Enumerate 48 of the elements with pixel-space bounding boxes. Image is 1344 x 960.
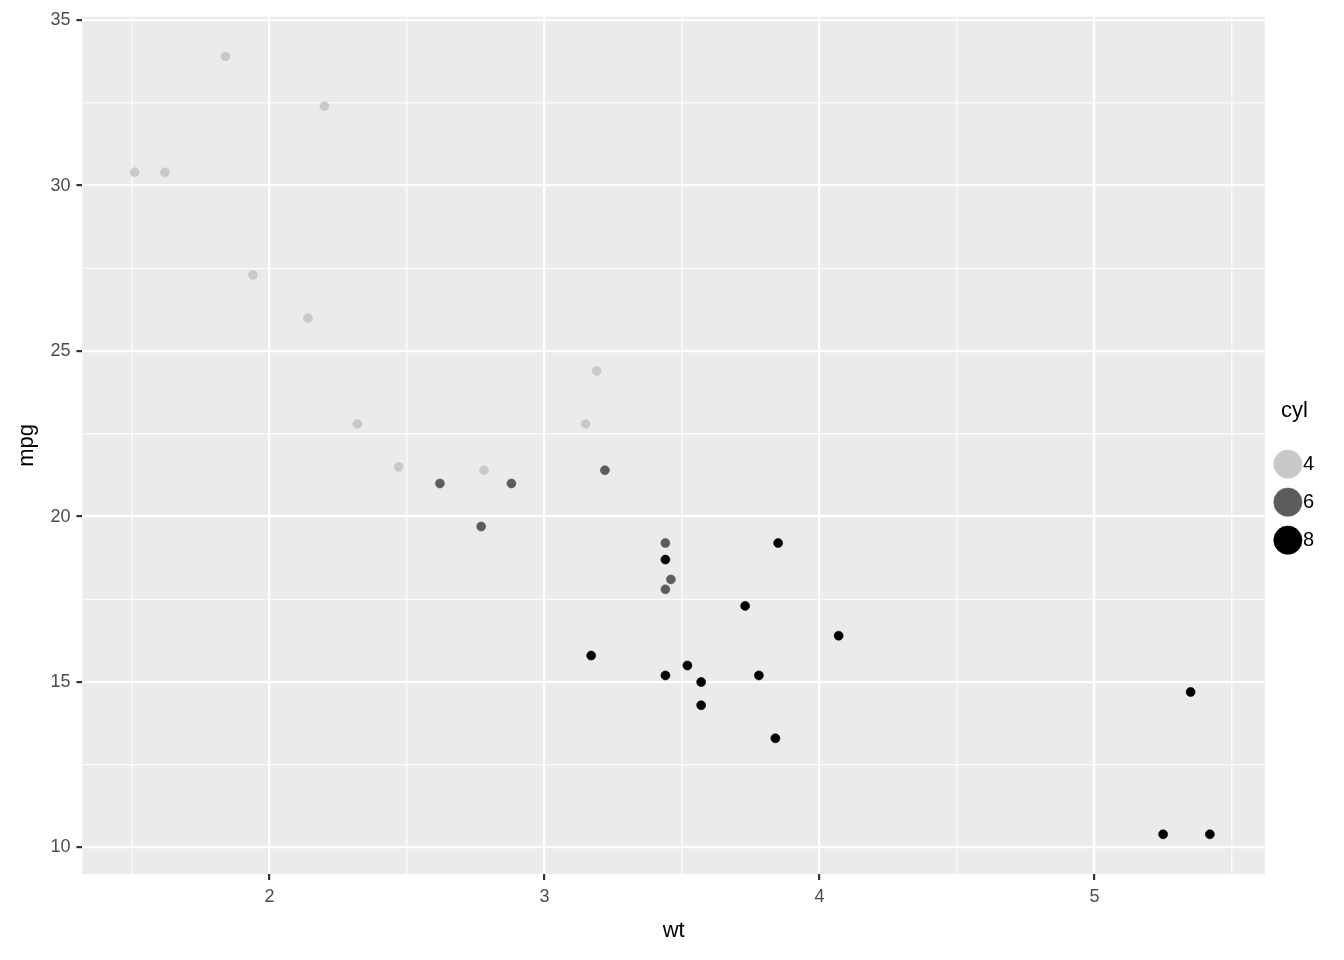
point <box>754 670 764 681</box>
point <box>660 554 671 565</box>
y-tick-label: 10 <box>50 836 71 857</box>
point <box>660 538 671 548</box>
point <box>220 51 231 62</box>
point <box>773 538 783 548</box>
point <box>479 465 489 476</box>
point <box>303 313 313 323</box>
point <box>833 630 844 641</box>
y-tick-label: 35 <box>50 9 71 30</box>
point <box>660 584 671 595</box>
point <box>248 270 258 280</box>
y-tick-label: 15 <box>50 671 71 692</box>
point <box>770 733 781 744</box>
legend-title: cyl <box>1280 396 1308 422</box>
x-tick-label: 4 <box>814 885 825 906</box>
point <box>435 478 445 489</box>
point <box>682 660 693 671</box>
point <box>580 419 591 429</box>
point <box>160 167 170 178</box>
x-axis-title: wt <box>661 916 685 942</box>
y-tick-label: 20 <box>50 505 71 526</box>
legend-label: 4 <box>1302 451 1314 474</box>
point <box>591 366 602 376</box>
point <box>740 601 750 611</box>
point <box>666 574 676 585</box>
legend-label: 6 <box>1302 489 1314 512</box>
point <box>352 419 363 429</box>
point <box>696 700 706 711</box>
x-tick-label: 3 <box>539 885 550 906</box>
y-tick-label: 30 <box>50 174 71 195</box>
point <box>696 677 706 687</box>
x-tick-label: 2 <box>264 885 275 906</box>
point <box>1205 829 1215 840</box>
legend-label: 8 <box>1302 527 1314 550</box>
y-tick-label: 25 <box>50 340 71 361</box>
point <box>476 521 486 532</box>
point <box>660 670 671 681</box>
point <box>506 478 517 489</box>
point <box>600 465 610 476</box>
point <box>393 462 404 472</box>
point <box>129 167 140 178</box>
point <box>1158 829 1168 840</box>
point <box>319 101 330 111</box>
point <box>586 650 596 661</box>
y-axis-title: mpg <box>13 424 39 467</box>
x-tick-label: 5 <box>1089 885 1100 906</box>
point <box>1185 687 1196 697</box>
